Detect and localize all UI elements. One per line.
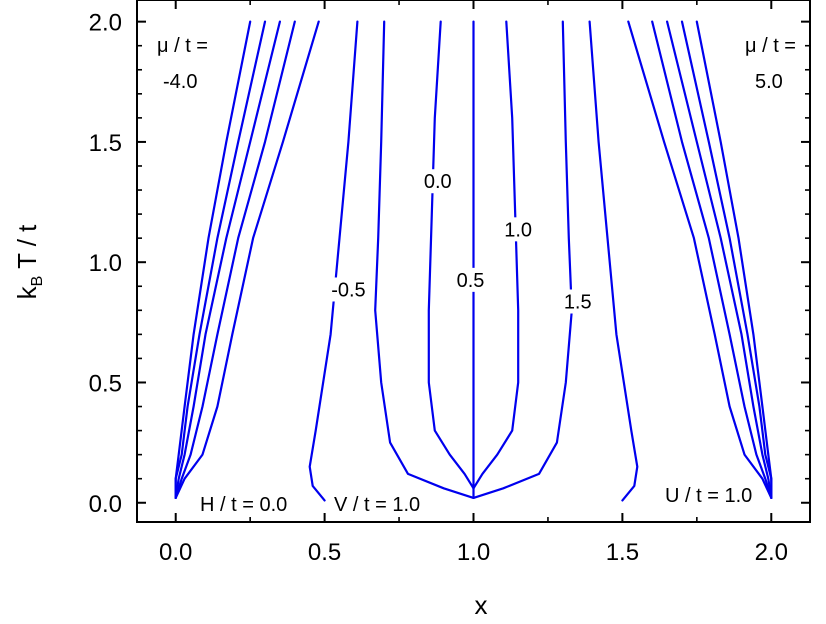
series-line-6 xyxy=(308,20,359,502)
curve-label: 0.5 xyxy=(457,270,485,292)
series-line-14 xyxy=(651,20,773,499)
x-tick-label: 1.5 xyxy=(606,539,639,566)
series-line-8 xyxy=(427,20,475,490)
curve-label-bg xyxy=(498,217,539,242)
mu-left-label-line2: -4.0 xyxy=(163,71,197,93)
ticks xyxy=(137,0,810,522)
x-tick-label: 0.0 xyxy=(159,539,192,566)
series-line-11 xyxy=(472,20,573,499)
y-axis-label-rest: T / t xyxy=(12,224,42,276)
series-line-13 xyxy=(627,20,773,499)
curve-label-bg xyxy=(417,169,458,194)
y-tick-label: 2.0 xyxy=(89,10,122,37)
y-tick-label: 1.5 xyxy=(89,130,122,157)
x-tick-label: 1.0 xyxy=(457,539,490,566)
curve-label: 1.5 xyxy=(564,292,592,314)
y-axis-label-k: k xyxy=(12,285,42,299)
mu-right-label-line1: μ / t = xyxy=(745,35,796,57)
series-line-17 xyxy=(695,20,773,499)
curves xyxy=(174,20,773,502)
curve-labels: 0.0 -0.5 0.5 1.0 1.5 xyxy=(328,169,598,314)
tick-labels: 0.0 0.0 0.5 0.5 1.0 1.0 1.5 1.5 2.0 2.0 xyxy=(89,10,788,566)
mu-right-label-line2: 5.0 xyxy=(755,71,783,93)
curve-label: 1.0 xyxy=(504,219,532,241)
y-axis-label: kB T / t xyxy=(12,224,46,300)
series-line-15 xyxy=(666,20,773,499)
h-parameter-label: H / t = 0.0 xyxy=(200,494,287,516)
x-tick-label: 0.5 xyxy=(308,539,341,566)
series-line-12 xyxy=(588,20,639,502)
u-parameter-label: U / t = 1.0 xyxy=(665,485,752,507)
series-line-10 xyxy=(472,20,520,490)
y-axis-label-subscript: B xyxy=(29,276,46,287)
series-line-2 xyxy=(174,20,267,499)
y-tick-label: 0.0 xyxy=(89,491,122,518)
curve-label-bg xyxy=(557,289,598,314)
curve-label-bg xyxy=(328,277,369,302)
mu-left-label-line1: μ / t = xyxy=(157,35,208,57)
y-tick-label: 1.0 xyxy=(89,250,122,277)
series-line-3 xyxy=(174,20,281,499)
curve-label-bg xyxy=(450,267,491,292)
curve-label: -0.5 xyxy=(331,279,365,301)
series-line-5 xyxy=(174,20,320,499)
series-line-4 xyxy=(174,20,296,499)
y-tick-label: 0.5 xyxy=(89,370,122,397)
curve-label: 0.0 xyxy=(424,171,452,193)
x-axis-label: x xyxy=(475,590,488,620)
x-tick-label: 2.0 xyxy=(755,539,788,566)
series-line-7 xyxy=(374,20,475,499)
v-parameter-label: V / t = 1.0 xyxy=(334,494,420,516)
